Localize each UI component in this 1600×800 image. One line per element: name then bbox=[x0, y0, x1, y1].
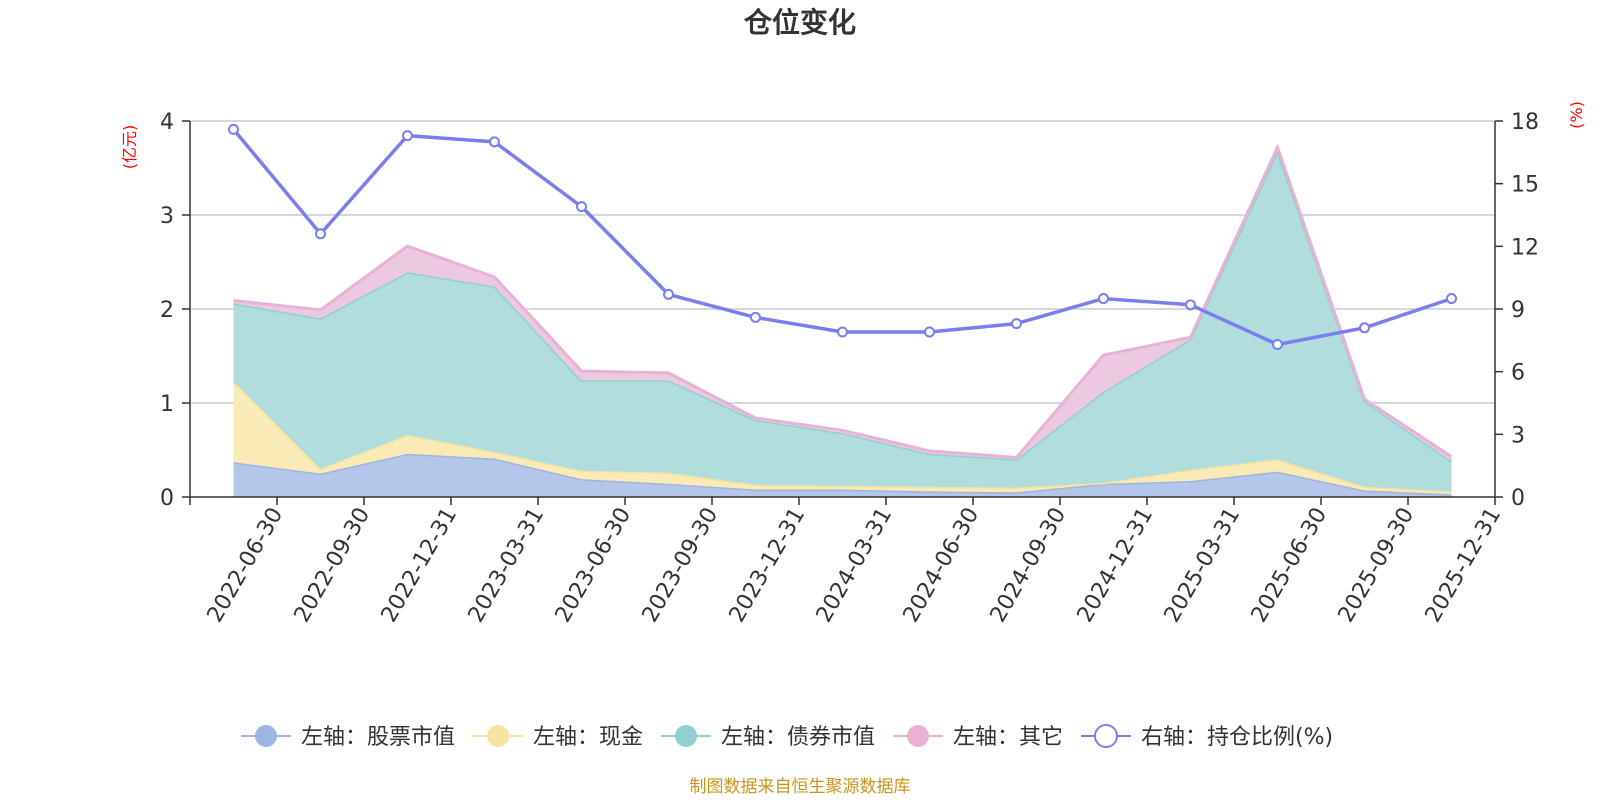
legend-marker bbox=[1094, 724, 1118, 748]
right-axis-unit: (%) bbox=[1567, 101, 1586, 129]
x-axis-tick-label: 2023-03-31 bbox=[464, 504, 550, 627]
right-axis-tick-label: 3 bbox=[1511, 423, 1525, 448]
holding-ratio-point bbox=[402, 130, 413, 142]
area-fill bbox=[233, 381, 1452, 495]
x-axis-tick-label: 2023-12-31 bbox=[725, 504, 811, 627]
area-fill bbox=[233, 453, 1452, 497]
holding-ratio-point bbox=[837, 326, 848, 338]
holding-ratio-point bbox=[1011, 318, 1022, 330]
holding-ratio-point bbox=[315, 228, 326, 240]
holding-ratio-point bbox=[750, 311, 761, 323]
area-edge-line bbox=[233, 143, 1453, 460]
legend-label: 左轴：债券市值 bbox=[721, 725, 875, 750]
holding-ratio-point bbox=[1098, 293, 1109, 305]
holding-ratio-point bbox=[489, 136, 500, 148]
holding-ratio-point bbox=[1272, 339, 1283, 351]
legend-marker bbox=[487, 725, 509, 747]
right-axis-tick-label: 15 bbox=[1511, 173, 1539, 198]
x-axis-tick-label: 2025-03-31 bbox=[1160, 504, 1246, 627]
x-axis-tick-label: 2025-09-30 bbox=[1334, 504, 1420, 627]
left-axis-tick-label: 3 bbox=[160, 204, 174, 229]
data-source-note: 制图数据来自恒生聚源数据库 bbox=[690, 777, 911, 797]
x-axis-tick-label: 2023-09-30 bbox=[638, 504, 724, 627]
legend-marker bbox=[675, 725, 697, 747]
holding-ratio-point bbox=[1446, 293, 1457, 305]
holding-ratio-point bbox=[924, 326, 935, 338]
holding-ratio-point bbox=[1185, 299, 1196, 311]
x-axis-tick-label: 2024-03-31 bbox=[812, 504, 898, 627]
holding-ratio-point bbox=[228, 123, 239, 135]
x-axis-tick-label: 2025-12-31 bbox=[1421, 504, 1507, 627]
left-axis-tick-label: 1 bbox=[160, 392, 174, 417]
left-axis-tick-label: 4 bbox=[160, 110, 174, 135]
right-axis-tick-label: 9 bbox=[1511, 298, 1525, 323]
x-axis-tick-label: 2022-12-31 bbox=[377, 504, 463, 627]
right-axis-tick-label: 6 bbox=[1511, 361, 1525, 386]
left-axis-tick-label: 0 bbox=[160, 486, 174, 511]
right-axis-tick-label: 18 bbox=[1511, 110, 1539, 135]
chart-title: 仓位变化 bbox=[744, 6, 856, 39]
holding-ratio-point bbox=[576, 201, 587, 213]
x-axis-tick-label: 2025-06-30 bbox=[1247, 504, 1333, 627]
x-axis-tick-label: 2023-06-30 bbox=[551, 504, 637, 627]
right-axis-tick-label: 0 bbox=[1511, 486, 1525, 511]
stacked-areas bbox=[232, 143, 1453, 497]
x-axis-tick-label: 2024-12-31 bbox=[1073, 504, 1159, 627]
area-fill bbox=[233, 151, 1452, 492]
legend-marker bbox=[255, 725, 277, 747]
holding-ratio-line-group bbox=[228, 123, 1457, 351]
x-axis-tick-label: 2022-09-30 bbox=[290, 504, 376, 627]
x-axis-tick-label: 2024-06-30 bbox=[899, 504, 985, 627]
legend-label: 左轴：股票市值 bbox=[301, 725, 455, 750]
left-axis-tick-label: 2 bbox=[160, 298, 174, 323]
legend-label: 左轴：其它 bbox=[953, 725, 1063, 750]
right-axis-tick-label: 12 bbox=[1511, 235, 1539, 260]
legend-label: 右轴：持仓比例(%) bbox=[1141, 725, 1333, 750]
x-axis-tick-label: 2022-06-30 bbox=[203, 504, 289, 627]
holding-ratio-point bbox=[1359, 322, 1370, 334]
x-axis-tick-label: 2024-09-30 bbox=[986, 504, 1072, 627]
legend-label: 左轴：现金 bbox=[533, 725, 643, 750]
holding-ratio-point bbox=[663, 288, 674, 300]
legend: 左轴：股票市值 左轴：现金 左轴：债券市值 左轴：其它 右轴：持仓比例(%) bbox=[241, 724, 1333, 750]
left-axis-unit: (亿元) bbox=[120, 125, 139, 170]
legend-marker bbox=[907, 725, 929, 747]
